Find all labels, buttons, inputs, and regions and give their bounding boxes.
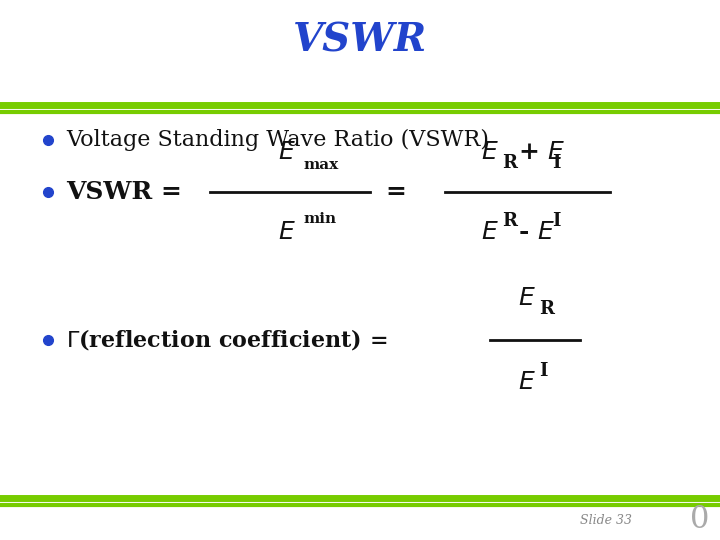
Text: Voltage Standing Wave Ratio (VSWR): Voltage Standing Wave Ratio (VSWR) <box>66 129 489 151</box>
Text: R: R <box>502 212 517 230</box>
Text: R: R <box>502 154 517 172</box>
Text: Slide 33: Slide 33 <box>580 514 632 526</box>
Text: I: I <box>539 362 547 380</box>
Text: $E$: $E$ <box>481 140 499 164</box>
Text: $E$: $E$ <box>278 140 296 164</box>
Text: $E$: $E$ <box>481 220 499 244</box>
Text: I: I <box>552 212 560 230</box>
Text: VSWR: VSWR <box>293 21 427 59</box>
Text: $E$: $E$ <box>518 370 536 394</box>
Text: 0: 0 <box>690 504 710 536</box>
Text: min: min <box>303 212 336 226</box>
Text: I: I <box>552 154 560 172</box>
Text: VSWR =: VSWR = <box>66 180 182 204</box>
Text: - $E$: - $E$ <box>518 220 555 244</box>
Text: $\Gamma$(reflection coefficient) =: $\Gamma$(reflection coefficient) = <box>66 327 387 353</box>
Text: $E$: $E$ <box>278 220 296 244</box>
Text: R: R <box>539 300 554 318</box>
Text: max: max <box>303 158 338 172</box>
Text: =: = <box>385 180 406 204</box>
Text: + $E$: + $E$ <box>518 140 565 164</box>
Text: $E$: $E$ <box>518 286 536 310</box>
